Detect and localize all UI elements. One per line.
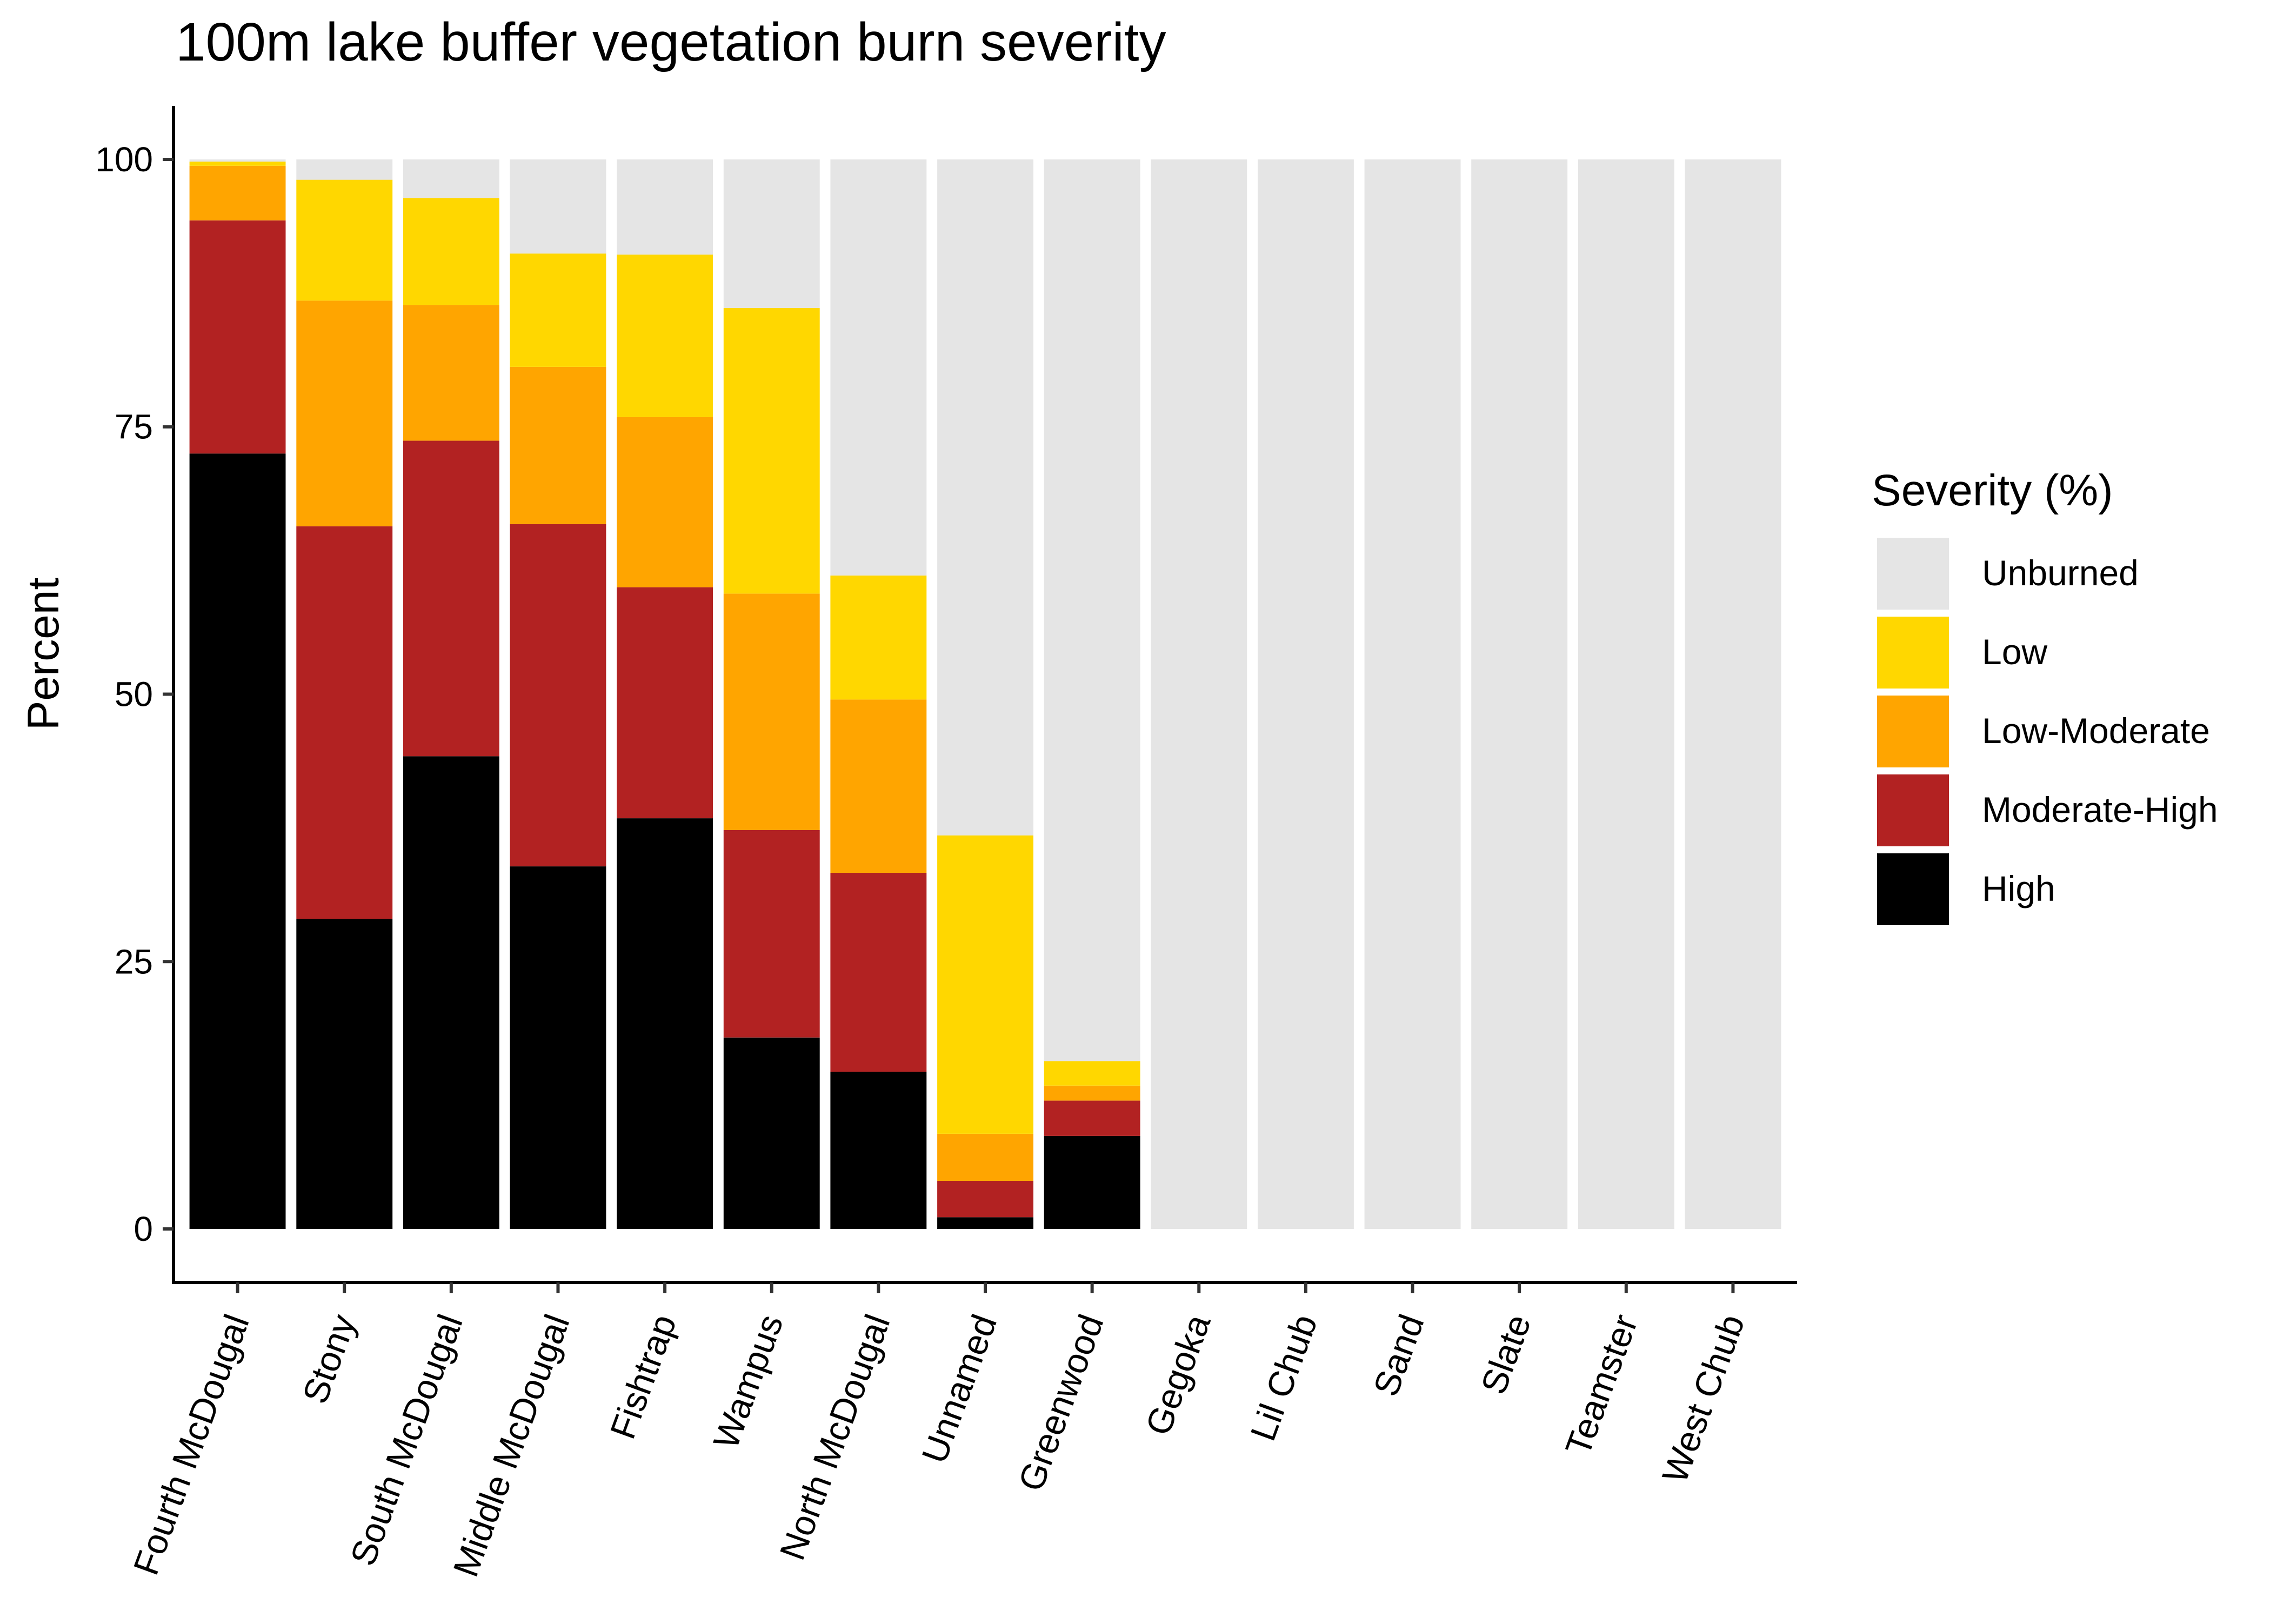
chart-title: 100m lake buffer vegetation burn severit… xyxy=(176,12,1166,72)
bar-segment xyxy=(1044,159,1140,1061)
bar-segment xyxy=(617,255,713,417)
bar-segment xyxy=(510,524,606,867)
bar-segment xyxy=(403,305,499,441)
bar-segment xyxy=(723,593,820,830)
bar-segment xyxy=(937,159,1033,836)
bar-segment xyxy=(830,699,927,873)
y-tick-label: 50 xyxy=(115,675,153,714)
bar-segment xyxy=(403,198,499,305)
bar-segment xyxy=(189,161,286,166)
legend-swatch xyxy=(1877,617,1949,689)
bar-segment xyxy=(1471,159,1568,1229)
bar-segment xyxy=(617,159,713,255)
y-ticks: 0 25 50 75 100 xyxy=(95,140,173,1248)
bar-segment xyxy=(1044,1085,1140,1101)
bar-segment xyxy=(830,575,927,700)
x-tick-label: Unnamed xyxy=(914,1309,1004,1468)
bar-segment xyxy=(617,417,713,587)
x-tick-label: Slate xyxy=(1473,1309,1538,1399)
y-tick-label: 25 xyxy=(115,942,153,981)
bar-segment xyxy=(1578,159,1674,1229)
bar-segment xyxy=(189,453,286,1229)
y-tick-label: 100 xyxy=(95,140,153,179)
bar-segment xyxy=(189,220,286,454)
bar-segment xyxy=(403,756,499,1229)
bar-segment xyxy=(510,866,606,1229)
bar-segment xyxy=(1151,159,1247,1229)
bar-segment xyxy=(617,818,713,1229)
bar-segment xyxy=(937,1133,1033,1181)
legend-label: Low-Moderate xyxy=(1982,711,2210,751)
bar-segment xyxy=(723,308,820,594)
legend-swatch xyxy=(1877,774,1949,846)
x-tick-label: South McDougal xyxy=(343,1309,470,1570)
bar-segment xyxy=(189,159,286,162)
x-tick-label: Sand xyxy=(1365,1309,1431,1401)
bar-segment xyxy=(723,159,820,309)
legend-label: High xyxy=(1982,868,2055,908)
x-tick-label: Gegoka xyxy=(1138,1309,1218,1440)
legend-label: Moderate-High xyxy=(1982,790,2218,830)
bar-segment xyxy=(510,159,606,254)
y-tick-label: 0 xyxy=(133,1209,153,1248)
x-tick-label: Wampus xyxy=(705,1309,791,1454)
x-tick-label: Stony xyxy=(295,1309,363,1408)
bar-segment xyxy=(1044,1100,1140,1136)
bar-segment xyxy=(510,366,606,524)
x-tick-label: Teamster xyxy=(1558,1309,1645,1460)
bar-segment xyxy=(296,526,393,919)
x-tick-label: Lil Chub xyxy=(1243,1309,1325,1446)
x-tick-label: Greenwood xyxy=(1011,1309,1111,1496)
bar-segment xyxy=(937,835,1033,1134)
bar-segment xyxy=(1044,1135,1140,1229)
legend-label: Unburned xyxy=(1982,553,2139,593)
bar-segment xyxy=(403,159,499,198)
legend: Severity (%) Unburned Low Low-Moderate Mode… xyxy=(1872,466,2218,925)
bar-segment xyxy=(403,440,499,757)
bar-segment xyxy=(1685,159,1781,1229)
bar-segment xyxy=(1044,1061,1140,1086)
x-tick-label: West Chub xyxy=(1654,1309,1752,1488)
y-axis-label: Percent xyxy=(19,577,68,730)
bar-segment xyxy=(937,1181,1033,1218)
legend-swatch xyxy=(1877,853,1949,925)
bar-segment xyxy=(510,253,606,367)
legend-swatch xyxy=(1877,538,1949,610)
legend-title: Severity (%) xyxy=(1872,466,2113,515)
bar-segment xyxy=(296,179,393,301)
legend-swatch xyxy=(1877,696,1949,767)
bar-segment xyxy=(617,587,713,819)
bar-segment xyxy=(1258,159,1354,1229)
bar-segment xyxy=(830,1072,927,1229)
x-tick-label: Fourth McDougal xyxy=(125,1309,257,1580)
bar-segment xyxy=(830,159,927,576)
bar-segment xyxy=(296,159,393,180)
bar-segment xyxy=(189,165,286,220)
bar-segment xyxy=(1364,159,1461,1229)
bar-segment xyxy=(296,300,393,526)
x-tick-label: Middle McDougal xyxy=(445,1309,577,1581)
y-tick-label: 75 xyxy=(115,407,153,446)
x-tick-label: North McDougal xyxy=(772,1309,898,1565)
x-tick-label: Fishtrap xyxy=(602,1309,684,1443)
legend-label: Low xyxy=(1982,632,2047,672)
bar-segment xyxy=(723,830,820,1038)
bar-segment xyxy=(723,1037,820,1229)
bars xyxy=(189,159,1781,1229)
bar-segment xyxy=(296,919,393,1229)
bar-segment xyxy=(937,1217,1033,1229)
bar-segment xyxy=(830,873,927,1072)
